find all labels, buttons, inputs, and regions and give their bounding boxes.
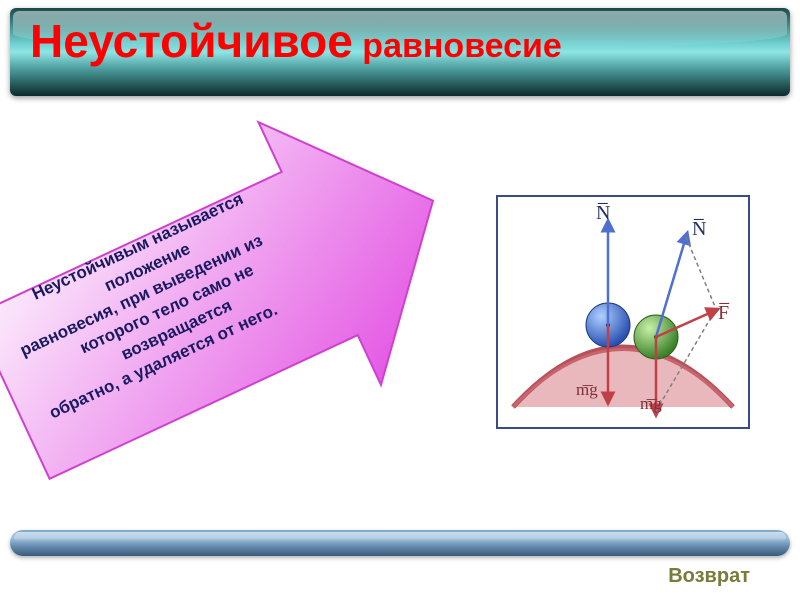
- footer-band: [10, 530, 790, 556]
- diagram-svg: N̅ m͞g N̅ m͞g F̅: [498, 197, 748, 427]
- label-mg-top: m͞g: [576, 380, 598, 399]
- label-N-top: N̅: [596, 202, 610, 224]
- return-button[interactable]: Возврат: [668, 565, 750, 588]
- dash-1: [686, 237, 716, 309]
- definition-arrow: Неустойчивым называется положение равнов…: [0, 49, 514, 550]
- title-small: равновесие: [353, 27, 562, 65]
- equilibrium-diagram: N̅ m͞g N̅ m͞g F̅: [496, 195, 750, 429]
- label-mg-side: m͞g: [640, 394, 662, 413]
- label-F: F̅: [718, 302, 730, 324]
- label-N-side: N̅: [692, 218, 706, 240]
- title-big: Неустойчивое: [30, 15, 353, 67]
- slide-title: Неустойчивое равновесие: [30, 18, 562, 64]
